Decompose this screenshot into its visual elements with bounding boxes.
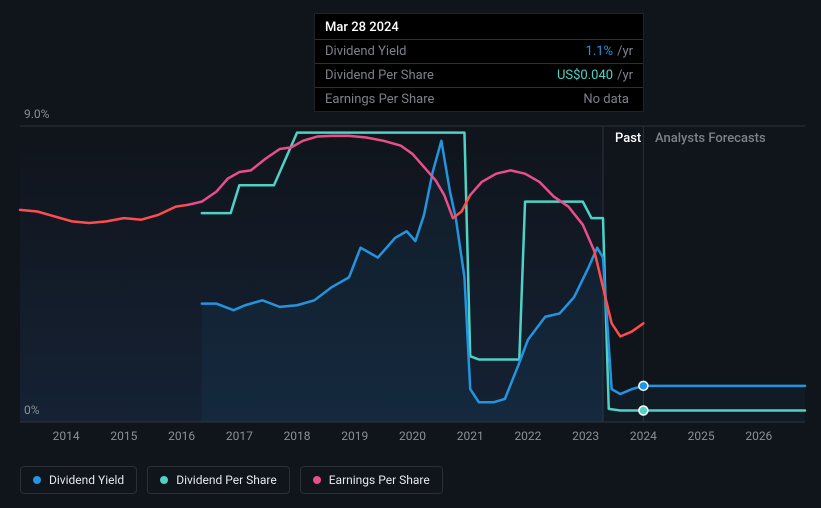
- legend-swatch: [160, 476, 168, 484]
- chart-legend: Dividend Yield Dividend Per Share Earnings…: [20, 466, 443, 494]
- legend-item-dividend-yield[interactable]: Dividend Yield: [20, 466, 137, 494]
- past-label: Past: [615, 131, 641, 146]
- dividend-yield-marker: [639, 381, 648, 390]
- legend-label: Dividend Yield: [49, 473, 124, 487]
- forecast-label: Analysts Forecasts: [655, 131, 766, 146]
- x-tick-label: 2016: [168, 429, 195, 443]
- y-tick-label: 9.0%: [24, 107, 50, 121]
- tooltip-row: Earnings Per ShareNo data: [315, 87, 643, 111]
- tooltip-row-unit: /yr: [617, 44, 633, 59]
- x-tick-label: 2015: [110, 429, 137, 443]
- legend-label: Dividend Per Share: [176, 473, 277, 487]
- legend-item-earnings-per-share[interactable]: Earnings Per Share: [300, 466, 443, 494]
- y-tick-label: 0%: [24, 403, 40, 417]
- x-tick-label: 2022: [514, 429, 541, 443]
- tooltip-date: Mar 28 2024: [315, 14, 643, 39]
- x-tick-label: 2018: [284, 429, 311, 443]
- legend-item-dividend-per-share[interactable]: Dividend Per Share: [147, 466, 290, 494]
- dividend-per-share-marker: [639, 406, 648, 415]
- tooltip-row-value: 1.1%: [586, 44, 614, 59]
- chart-tooltip: Mar 28 2024 Dividend Yield1.1%/yrDividen…: [314, 13, 644, 112]
- tooltip-row-label: Earnings Per Share: [325, 92, 583, 107]
- tooltip-row-unit: /yr: [617, 68, 633, 83]
- x-tick-label: 2021: [457, 429, 484, 443]
- dividend-chart: Past Analysts Forecasts 9.0% 0% 2014 2015 2016…: [0, 0, 821, 508]
- x-tick-label: 2026: [745, 429, 772, 443]
- x-tick-label: 2020: [399, 429, 426, 443]
- legend-swatch: [33, 476, 41, 484]
- tooltip-row-value: US$0.040: [557, 68, 613, 83]
- tooltip-row-label: Dividend Per Share: [325, 68, 557, 83]
- x-tick-label: 2023: [572, 429, 599, 443]
- legend-label: Earnings Per Share: [329, 473, 430, 487]
- tooltip-row-label: Dividend Yield: [325, 44, 586, 59]
- x-tick-label: 2025: [688, 429, 715, 443]
- x-tick-label: 2024: [630, 429, 657, 443]
- x-tick-label: 2014: [53, 429, 80, 443]
- x-tick-label: 2019: [341, 429, 368, 443]
- legend-swatch: [313, 476, 321, 484]
- x-tick-label: 2017: [226, 429, 253, 443]
- tooltip-row: Dividend Yield1.1%/yr: [315, 39, 643, 63]
- tooltip-row-value: No data: [583, 92, 629, 107]
- tooltip-row: Dividend Per ShareUS$0.040/yr: [315, 63, 643, 87]
